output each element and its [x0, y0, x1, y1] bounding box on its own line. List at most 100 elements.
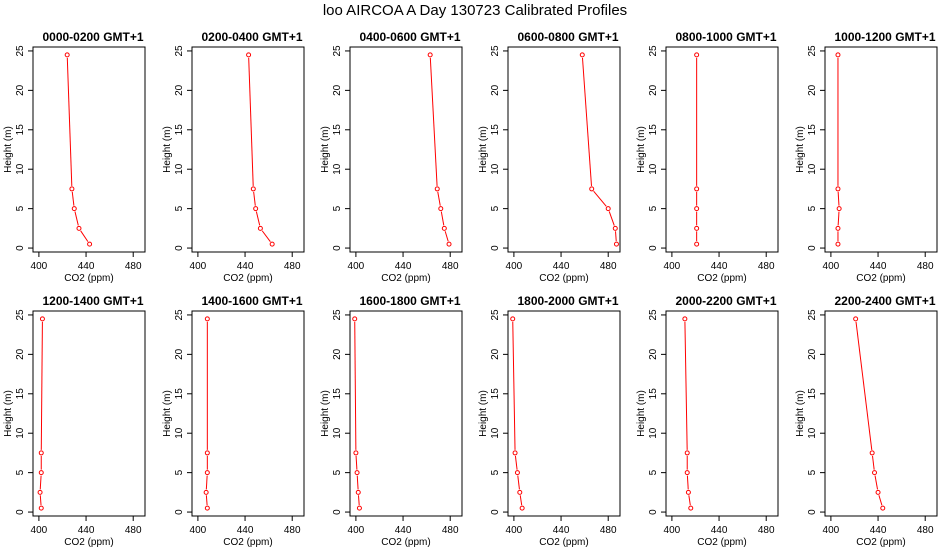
- profile-panel-1: 0000-0200 GMT+1 400 440 480 0 5 10 15 20 25 CO2 (p…: [3, 30, 146, 284]
- profile-panel-3: 0400-0600 GMT+1 400 440 480 0 5 10 15 20 25 CO2 (p…: [320, 30, 463, 284]
- y-tick-label: 0: [490, 509, 501, 515]
- profile-point: [39, 316, 45, 322]
- x-axis-label: CO2 (ppm): [697, 273, 746, 284]
- x-tick-label: 480: [284, 261, 301, 272]
- profile-line-segment: [581, 57, 592, 186]
- plot-frame: [824, 46, 938, 253]
- y-axis-label: Height (m): [162, 390, 173, 437]
- profile-line-segment: [855, 321, 873, 451]
- y-tick-label: 10: [332, 163, 343, 175]
- profile-line-segment: [255, 211, 261, 226]
- profile-line-segment: [872, 455, 875, 470]
- y-tick-label: 25: [332, 45, 343, 57]
- y-tick-label: 20: [490, 84, 501, 96]
- profile-panel-8: 1400-1600 GMT+1 400 440 480 0 5 10 15 20 25 CO2 (p…: [162, 294, 305, 548]
- profile-line-segment: [40, 321, 43, 450]
- plot-frame: [665, 310, 779, 517]
- y-tick-label: 15: [332, 388, 343, 400]
- y-tick-label: 10: [807, 163, 818, 175]
- profile-line-segment: [686, 475, 689, 490]
- profile-point: [69, 186, 75, 192]
- profile-point: [441, 225, 447, 231]
- profile-panel-4: 0600-0800 GMT+1 400 440 480 0 5 10 15 20 25 CO2 (p…: [478, 30, 621, 284]
- y-tick-label: 10: [490, 163, 501, 175]
- x-axis-label: CO2 (ppm): [381, 537, 430, 548]
- profile-point: [835, 52, 841, 58]
- profile-point: [87, 241, 93, 247]
- plot-frame: [507, 46, 621, 253]
- panel-title: 0200-0400 GMT+1: [201, 30, 302, 44]
- profile-line-segment: [684, 321, 688, 450]
- profile-point: [605, 206, 611, 212]
- y-tick-label: 10: [807, 427, 818, 439]
- profile-point: [512, 450, 518, 456]
- x-tick-label: 480: [917, 525, 934, 536]
- y-tick-label: 0: [332, 509, 343, 515]
- x-tick-label: 480: [917, 261, 934, 272]
- y-tick-label: 25: [15, 45, 26, 57]
- profile-panel-2: 0200-0400 GMT+1 400 440 480 0 5 10 15 20 25 CO2 (p…: [162, 30, 305, 284]
- profile-line-segment: [440, 211, 445, 226]
- x-tick-label: 400: [190, 261, 207, 272]
- y-tick-label: 15: [807, 388, 818, 400]
- profile-point: [684, 470, 690, 476]
- x-tick-label: 480: [125, 261, 142, 272]
- y-tick-label: 20: [490, 348, 501, 360]
- y-tick-label: 5: [174, 205, 185, 211]
- profile-line-segment: [261, 230, 271, 243]
- y-axis-label: Height (m): [636, 126, 647, 173]
- y-axis-label: Height (m): [795, 126, 806, 173]
- y-tick-label: 15: [15, 388, 26, 400]
- y-tick-label: 0: [807, 509, 818, 515]
- profile-point: [438, 206, 444, 212]
- profile-point: [835, 225, 841, 231]
- x-tick-label: 440: [711, 261, 728, 272]
- x-tick-label: 440: [78, 525, 95, 536]
- panel-title: 0600-0800 GMT+1: [517, 30, 618, 44]
- y-tick-label: 20: [332, 348, 343, 360]
- x-axis-label: CO2 (ppm): [223, 273, 272, 284]
- profile-point: [38, 470, 44, 476]
- x-tick-label: 480: [125, 525, 142, 536]
- x-tick-label: 400: [506, 261, 523, 272]
- y-tick-label: 15: [648, 388, 659, 400]
- profile-line-segment: [355, 455, 358, 470]
- x-tick-label: 400: [506, 525, 523, 536]
- x-tick-label: 440: [395, 261, 412, 272]
- profile-line-segment: [71, 191, 75, 206]
- plot-frame: [32, 310, 146, 517]
- profile-panel-11: 2000-2200 GMT+1 400 440 480 0 5 10 15 20 25 CO2 (p…: [636, 294, 779, 548]
- profile-point: [203, 489, 209, 495]
- y-tick-label: 20: [174, 348, 185, 360]
- y-tick-label: 25: [15, 309, 26, 321]
- y-tick-label: 15: [15, 124, 26, 136]
- profile-point: [836, 206, 842, 212]
- y-tick-label: 25: [648, 309, 659, 321]
- panel-title: 0800-1000 GMT+1: [675, 30, 776, 44]
- x-tick-label: 440: [870, 525, 887, 536]
- x-axis-label: CO2 (ppm): [539, 537, 588, 548]
- y-tick-label: 25: [807, 309, 818, 321]
- y-tick-label: 5: [332, 469, 343, 475]
- x-tick-label: 400: [664, 525, 681, 536]
- profile-point: [869, 450, 875, 456]
- y-tick-label: 10: [15, 163, 26, 175]
- y-tick-label: 10: [332, 427, 343, 439]
- profile-line-segment: [874, 475, 879, 490]
- profile-point: [352, 316, 358, 322]
- profile-line-segment: [66, 57, 73, 186]
- profile-panel-5: 0800-1000 GMT+1 400 440 480 0 5 10 15 20 25 CO2 (p…: [636, 30, 779, 284]
- x-tick-label: 440: [395, 525, 412, 536]
- panel-title: 1200-1400 GMT+1: [42, 294, 143, 308]
- profile-point: [682, 316, 688, 322]
- profile-line-segment: [429, 57, 438, 186]
- profile-panel-7: 1200-1400 GMT+1 400 440 480 0 5 10 15 20 25 CO2 (p…: [3, 294, 146, 548]
- y-axis-label: Height (m): [478, 126, 489, 173]
- panel-title: 0400-0600 GMT+1: [359, 30, 460, 44]
- y-tick-label: 5: [648, 469, 659, 475]
- profile-point: [446, 241, 452, 247]
- y-tick-label: 0: [648, 245, 659, 251]
- profile-line-segment: [39, 495, 42, 506]
- profile-point: [253, 206, 259, 212]
- profile-line-segment: [514, 455, 518, 470]
